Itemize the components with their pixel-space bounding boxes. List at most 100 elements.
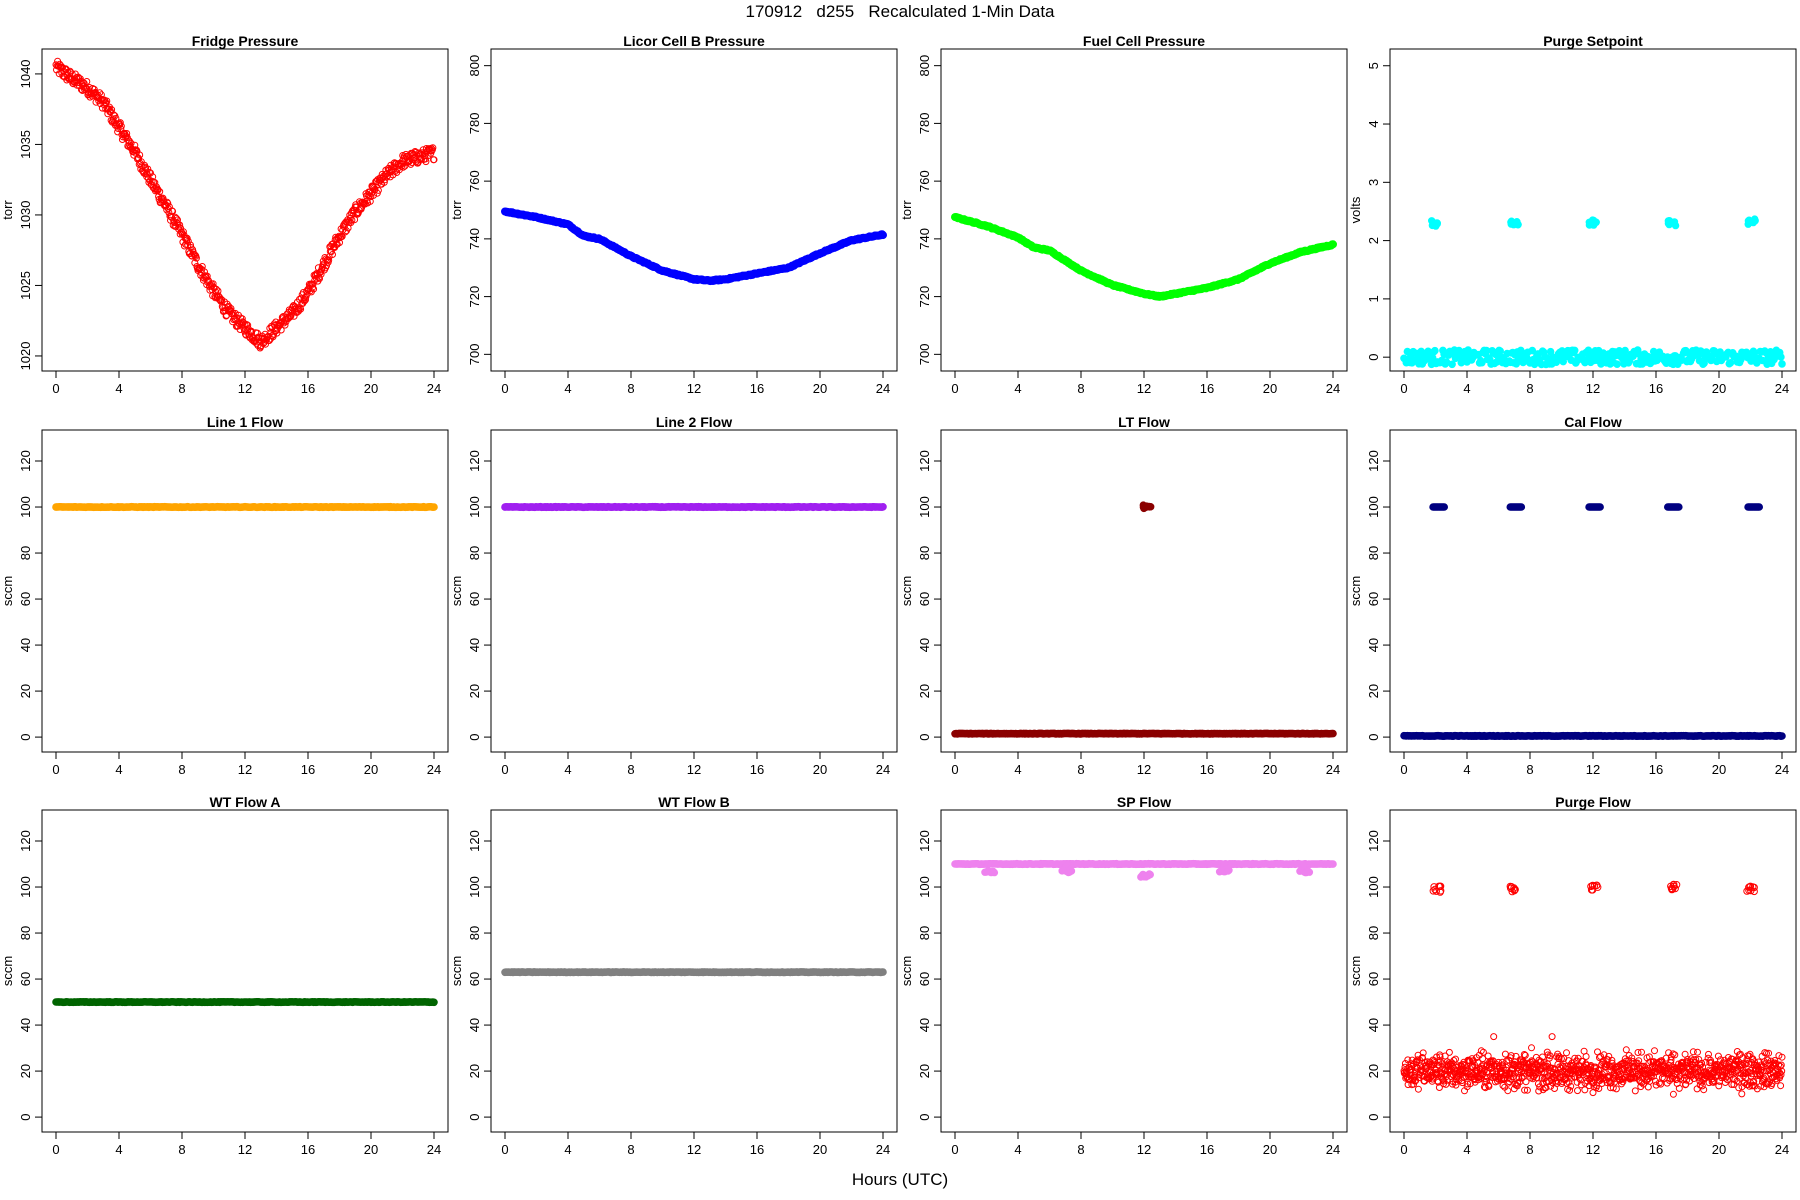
data-point: [253, 329, 261, 337]
y-tick-label: 4: [1366, 120, 1381, 127]
data-point: [147, 169, 154, 177]
y-axis-label: sccm: [899, 956, 914, 986]
y-tick-label: 80: [467, 926, 482, 940]
data-points: [52, 502, 438, 512]
y-tick-label: 60: [18, 592, 33, 606]
y-tick-label: 720: [917, 286, 932, 308]
y-axis-label: sccm: [449, 956, 464, 986]
panel-title: Fridge Pressure: [192, 33, 299, 49]
data-point: [196, 265, 204, 272]
data-point: [1778, 732, 1786, 740]
panel-title: Purge Flow: [1555, 794, 1631, 810]
data-points: [52, 998, 438, 1007]
panel-title: Line 2 Flow: [656, 414, 732, 430]
y-tick-label: 720: [467, 286, 482, 308]
y-tick-label: 0: [917, 733, 932, 740]
data-point: [136, 151, 144, 159]
x-axis: 0 4 8 12 16 20 24: [501, 751, 890, 777]
data-point: [1751, 215, 1759, 223]
data-point: [310, 285, 318, 293]
data-point: [329, 251, 336, 258]
x-tick-label: 20: [364, 1142, 378, 1157]
y-tick-label: 80: [917, 546, 932, 560]
y-tick-label: 760: [467, 170, 482, 192]
x-tick-label: 8: [627, 1142, 634, 1157]
data-point: [366, 197, 374, 205]
x-tick-label: 24: [876, 1142, 890, 1157]
x-tick-label: 4: [1014, 1142, 1021, 1157]
y-tick-label: 120: [1366, 830, 1381, 852]
data-point: [1592, 218, 1600, 227]
data-point: [399, 163, 407, 171]
x-tick-label: 16: [301, 381, 315, 396]
data-points: [501, 502, 887, 512]
y-tick-label: 0: [1366, 1113, 1381, 1120]
data-point: [96, 89, 104, 97]
y-tick-label: 800: [917, 55, 932, 77]
x-tick-label: 0: [52, 762, 59, 777]
x-tick-label: 4: [115, 381, 122, 396]
y-tick-label: 700: [467, 343, 482, 365]
x-tick-label: 4: [115, 762, 122, 777]
data-point: [317, 270, 325, 278]
plot-frame: [1389, 48, 1797, 372]
x-tick-label: 8: [1526, 1142, 1533, 1157]
data-points: [951, 501, 1337, 738]
x-tick-label: 16: [301, 1142, 315, 1157]
data-point: [225, 302, 233, 310]
data-point: [117, 122, 125, 130]
y-tick-label: 40: [467, 638, 482, 652]
data-point: [879, 968, 887, 976]
data-point: [1665, 220, 1673, 229]
x-axis: 0 4 8 12 16 20 24: [951, 370, 1340, 396]
data-point: [209, 280, 217, 288]
x-tick-label: 4: [1463, 1142, 1470, 1157]
data-point: [214, 287, 222, 295]
y-tick-label: 20: [18, 684, 33, 698]
data-point: [374, 186, 382, 194]
data-point: [1329, 729, 1337, 738]
data-point: [1755, 503, 1763, 511]
y-tick-label: 40: [917, 1018, 932, 1032]
data-point: [1305, 868, 1314, 876]
plot-frame: [1389, 429, 1797, 753]
x-tick-label: 12: [1137, 381, 1151, 396]
y-tick-label: 60: [1366, 592, 1381, 606]
x-tick-label: 24: [1775, 381, 1789, 396]
y-tick-label: 120: [917, 830, 932, 852]
plot-frame: [490, 48, 898, 372]
data-point: [300, 297, 308, 305]
x-tick-label: 16: [301, 762, 315, 777]
data-point: [371, 185, 379, 193]
x-tick-label: 20: [364, 381, 378, 396]
y-axis-label: sccm: [1348, 956, 1363, 986]
x-axis: 0 4 8 12 16 20 24: [501, 370, 890, 396]
y-tick-label: 740: [917, 228, 932, 250]
data-point: [380, 178, 388, 186]
data-point: [123, 134, 131, 142]
y-tick-label: 100: [1366, 496, 1381, 518]
data-point: [1777, 353, 1785, 361]
x-tick-label: 8: [627, 762, 634, 777]
y-tick-label: 0: [467, 1113, 482, 1120]
y-tick-label: 120: [18, 450, 33, 472]
data-point: [277, 326, 285, 334]
data-point: [192, 254, 200, 262]
data-point: [1726, 359, 1735, 367]
x-axis: 0 4 8 12 16 20 24: [1400, 1131, 1789, 1157]
data-point: [1067, 867, 1076, 875]
x-tick-label: 16: [1649, 762, 1663, 777]
data-point: [1700, 359, 1708, 368]
x-tick-label: 8: [178, 381, 185, 396]
x-tick-label: 24: [427, 1142, 441, 1157]
y-tick-label: 80: [1366, 546, 1381, 560]
y-tick-label: 100: [467, 496, 482, 518]
plot-frame: [490, 429, 898, 753]
